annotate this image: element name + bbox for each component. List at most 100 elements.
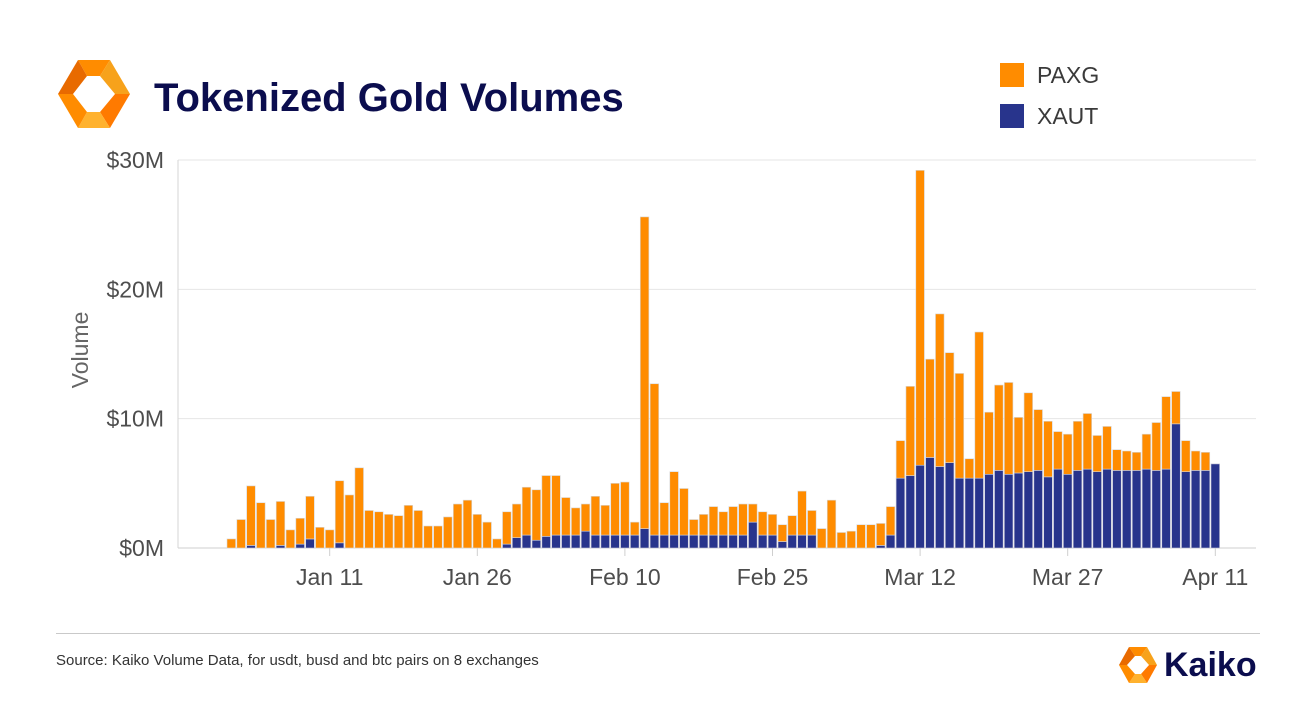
- y-tick-label: $10M: [106, 406, 164, 432]
- bar-paxg: [738, 503, 748, 536]
- kaiko-logo-icon: [1119, 647, 1157, 683]
- bar-paxg: [413, 510, 423, 549]
- bar-xaut: [1082, 468, 1092, 549]
- bar-paxg: [787, 515, 797, 536]
- bar-xaut: [1063, 473, 1073, 549]
- bar-xaut: [708, 534, 719, 549]
- bar-xaut: [630, 534, 640, 549]
- bar-paxg: [905, 386, 915, 476]
- bar-xaut: [915, 464, 925, 549]
- bar-xaut: [895, 477, 906, 549]
- bar-xaut: [954, 477, 965, 549]
- bar-xaut: [620, 534, 630, 549]
- bar-paxg: [836, 532, 846, 549]
- bar-xaut: [512, 537, 522, 549]
- bar-paxg: [334, 480, 345, 544]
- bar-paxg: [708, 506, 719, 536]
- bar-paxg: [817, 528, 827, 549]
- bar-xaut: [1210, 463, 1220, 549]
- bar-xaut: [1141, 468, 1152, 549]
- bar-paxg: [384, 514, 394, 549]
- x-tick-label: Jan 26: [443, 564, 512, 590]
- bar-xaut: [984, 473, 994, 549]
- bar-paxg: [1200, 451, 1211, 471]
- bar-xaut: [767, 534, 778, 549]
- brand-name: Kaiko: [1164, 646, 1257, 684]
- bar-xaut: [728, 534, 738, 549]
- bar-xaut: [571, 534, 581, 549]
- bar-xaut: [905, 475, 915, 549]
- legend-label-xaut: XAUT: [1037, 103, 1099, 129]
- bar-paxg: [718, 511, 728, 536]
- bar-xaut: [679, 534, 689, 549]
- bar-xaut: [1122, 470, 1132, 549]
- bar-xaut: [649, 534, 660, 549]
- bar-xaut: [945, 462, 955, 549]
- bar-paxg: [1082, 413, 1092, 470]
- bar-xaut: [1092, 471, 1102, 549]
- bar-xaut: [334, 542, 345, 549]
- y-tick-label: $0M: [119, 535, 164, 561]
- bar-paxg: [305, 495, 315, 540]
- legend-swatch-paxg: [1000, 63, 1024, 87]
- bar-paxg: [1053, 431, 1063, 470]
- bar-xaut: [295, 543, 305, 549]
- bar-paxg: [659, 502, 669, 536]
- bar-paxg: [512, 503, 522, 538]
- bar-paxg: [935, 313, 945, 467]
- kaiko-brand: Kaiko: [1118, 642, 1268, 690]
- bar-paxg: [1033, 409, 1043, 471]
- bar-paxg: [758, 511, 768, 536]
- bar-xaut: [551, 534, 561, 549]
- bar-paxg: [1043, 420, 1053, 478]
- bar-paxg: [807, 510, 817, 536]
- bar-xaut: [807, 534, 817, 549]
- bar-paxg: [590, 495, 600, 536]
- bar-paxg: [1181, 440, 1191, 472]
- bar-paxg: [699, 514, 709, 536]
- bar-paxg: [925, 358, 935, 458]
- bar-xaut: [531, 539, 541, 549]
- y-axis-title: Volume: [67, 312, 93, 389]
- bar-xaut: [718, 534, 728, 549]
- y-tick-label: $20M: [106, 276, 164, 302]
- bar-paxg: [453, 503, 463, 549]
- bar-paxg: [1013, 417, 1024, 474]
- bar-paxg: [669, 471, 679, 536]
- bar-xaut: [669, 534, 679, 549]
- bar-paxg: [472, 514, 482, 549]
- bar-paxg: [600, 505, 610, 536]
- bar-xaut: [689, 534, 699, 549]
- bar-paxg: [374, 511, 384, 549]
- bar-paxg: [679, 488, 689, 536]
- bar-xaut: [974, 477, 984, 549]
- bar-xaut: [994, 470, 1004, 549]
- bar-paxg: [344, 494, 354, 549]
- bar-paxg: [876, 523, 886, 546]
- bar-xaut: [777, 541, 787, 549]
- bar-paxg: [531, 489, 541, 541]
- x-tick-label: Mar 27: [1032, 564, 1104, 590]
- bar-xaut: [1033, 470, 1043, 549]
- bar-paxg: [443, 516, 453, 549]
- bar-xaut: [659, 534, 669, 549]
- bar-paxg: [610, 483, 620, 536]
- bar-xaut: [1043, 476, 1053, 549]
- bar-paxg: [1023, 392, 1033, 472]
- bar-xaut: [1023, 471, 1033, 549]
- legend-label-paxg: PAXG: [1037, 62, 1100, 88]
- bar-paxg: [433, 525, 443, 549]
- bar-xaut: [1102, 468, 1112, 549]
- bar-xaut: [600, 534, 610, 549]
- bar-paxg: [856, 524, 866, 549]
- bar-paxg: [1151, 422, 1161, 471]
- bar-paxg: [246, 485, 256, 546]
- bar-xaut: [1072, 470, 1083, 549]
- bar-paxg: [236, 519, 246, 549]
- bar-xaut: [639, 528, 650, 549]
- bar-paxg: [1092, 435, 1102, 472]
- bar-paxg: [482, 521, 492, 549]
- bar-xaut: [1200, 470, 1211, 549]
- bar-paxg: [502, 511, 512, 545]
